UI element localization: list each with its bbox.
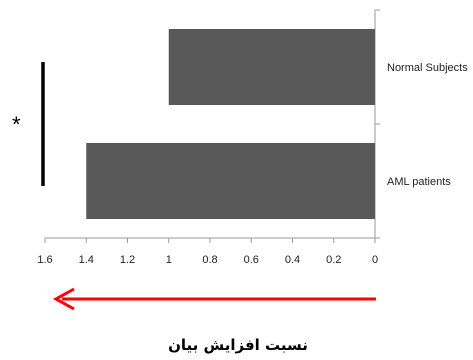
direction-arrow-head xyxy=(52,287,75,311)
x-tick-label: 0.6 xyxy=(244,254,259,266)
x-tick-label: 1.2 xyxy=(120,254,135,266)
x-tick-label: 1 xyxy=(166,254,172,266)
x-tick-label: 0.8 xyxy=(202,254,217,266)
chart-bars xyxy=(86,29,375,219)
category-label: AML patients xyxy=(387,176,451,188)
x-tick-label: 1.4 xyxy=(79,254,94,266)
x-tick-label: 1.6 xyxy=(37,254,52,266)
x-tick-label: 0.4 xyxy=(285,254,300,266)
chart-labels: 0 0.2 0.4 0.6 0.8 1 1.2 1.4 1.6 Normal Subjects AM… xyxy=(37,62,468,266)
bar-normal-subjects xyxy=(168,29,375,105)
x-axis-title: نسبت افزایش بیان xyxy=(168,336,308,354)
x-tick-label: 0.2 xyxy=(326,254,341,266)
significance-star: * xyxy=(12,112,21,137)
category-label: Normal Subjects xyxy=(387,62,468,74)
x-tick-label: 0 xyxy=(372,254,378,266)
bar-aml-patients xyxy=(86,143,375,219)
